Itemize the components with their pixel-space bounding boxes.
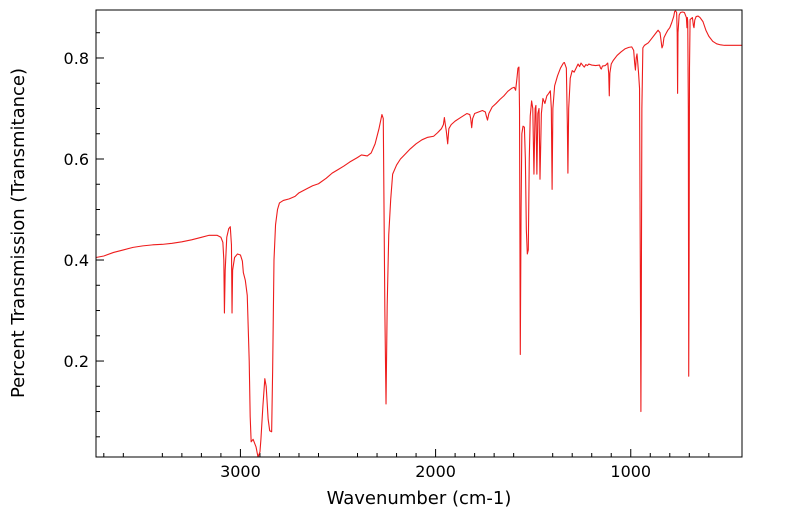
x-tick-label: 2000 [415, 462, 456, 481]
x-axis-label: Wavenumber (cm-1) [327, 488, 512, 509]
minor-ticks [96, 32, 710, 457]
tick-labels: 3000 2000 1000 0.2 0.4 0.6 0.8 [64, 49, 652, 481]
y-tick-label: 0.2 [64, 352, 89, 371]
y-tick-label: 0.4 [64, 251, 89, 270]
x-tick-label: 1000 [610, 462, 651, 481]
spectrum-line [95, 10, 742, 458]
x-tick-label: 3000 [220, 462, 261, 481]
major-ticks [96, 57, 632, 457]
plot-frame [95, 9, 743, 458]
y-tick-label: 0.8 [64, 49, 89, 68]
plot-background [96, 10, 742, 457]
series-layer [95, 10, 742, 458]
y-axis-label: Percent Transmission (Transmitance) [8, 68, 29, 398]
y-tick-label: 0.6 [64, 150, 89, 169]
